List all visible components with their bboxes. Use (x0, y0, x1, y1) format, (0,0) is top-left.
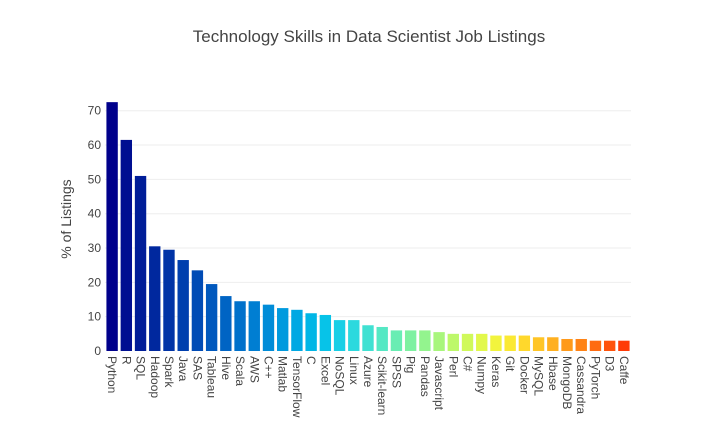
x-tick-label: Hadoop (148, 356, 162, 398)
bar-tableau[interactable] (205, 284, 218, 351)
bar-spark[interactable] (163, 249, 175, 351)
y-tick-labels: 0 10 20 30 40 50 60 70 (88, 104, 102, 358)
bar-pytorch[interactable] (589, 340, 602, 351)
x-tick-label: Linux (347, 356, 361, 385)
x-tick-label: Docker (517, 356, 531, 394)
x-tick-label: Hbase (546, 356, 560, 391)
x-tick-label: Python (105, 356, 119, 393)
y-tick-label: 10 (88, 310, 102, 324)
bar-numpy[interactable] (476, 333, 488, 351)
x-tick-label: R (119, 356, 133, 365)
bar-spss[interactable] (390, 330, 403, 351)
bar-perl[interactable] (447, 333, 459, 351)
x-tick-label: AWS (247, 356, 261, 383)
bar-java[interactable] (177, 260, 189, 351)
x-tick-label: C++ (261, 356, 275, 379)
bar-sql[interactable] (134, 175, 147, 351)
bar-d3[interactable] (603, 340, 616, 351)
bar-aws[interactable] (248, 301, 260, 351)
x-tick-label: C (304, 356, 318, 365)
x-tick-label: Excel (318, 356, 332, 385)
x-tick-label: C# (461, 356, 475, 372)
x-tick-label: SAS (190, 356, 204, 380)
x-tick-label: Cassandra (574, 356, 588, 414)
x-tick-label: Keras (489, 356, 503, 387)
x-tick-label: Azure (361, 356, 375, 388)
x-tick-label: Spark (162, 356, 176, 388)
bar-hbase[interactable] (547, 337, 559, 351)
y-tick-label: 30 (88, 241, 102, 255)
bar-azure[interactable] (362, 325, 374, 351)
x-tick-label: TensorFlow (290, 356, 304, 418)
bar-excel[interactable] (319, 314, 332, 351)
y-tick-label: 50 (88, 172, 102, 186)
bar-matlab[interactable] (277, 308, 289, 351)
bar-scala[interactable] (234, 301, 246, 351)
bar-keras[interactable] (490, 335, 502, 351)
y-tick-label: 40 (88, 207, 102, 221)
x-tick-labels: Python R SQL Hadoop Spark Java SAS Tableau Hive S… (105, 356, 631, 418)
bar-r[interactable] (120, 139, 133, 351)
x-tick-label: SPSS (389, 356, 403, 388)
x-tick-label: MongoDB (560, 356, 574, 409)
bar-pandas[interactable] (419, 330, 431, 351)
x-tick-label: Pig (404, 356, 418, 373)
bar-tensorflow[interactable] (291, 309, 303, 351)
x-tick-label: MySQL (532, 356, 546, 396)
bar-scikit-learn[interactable] (376, 326, 388, 351)
x-tick-label: SQL (134, 356, 148, 380)
y-tick-label: 60 (88, 138, 102, 152)
bars (106, 102, 630, 351)
bar-sas[interactable] (191, 270, 204, 351)
bar-linux[interactable] (348, 320, 360, 351)
x-tick-label: Git (503, 356, 517, 372)
bar-git[interactable] (504, 335, 516, 351)
bar-pig[interactable] (404, 330, 417, 351)
x-tick-label: Matlab (276, 356, 290, 392)
bar-hive[interactable] (220, 296, 232, 351)
x-tick-label: Pandas (418, 356, 432, 397)
bar-python[interactable] (106, 102, 118, 351)
bar-c-[interactable] (262, 304, 275, 351)
bar-c-[interactable] (461, 333, 474, 351)
x-tick-label: D3 (603, 356, 617, 372)
bar-docker[interactable] (518, 335, 531, 351)
bar-nosql[interactable] (333, 320, 346, 351)
x-tick-label: Javascript (432, 356, 446, 411)
chart-title: Technology Skills in Data Scientist Job … (193, 27, 545, 46)
x-tick-label: PyTorch (588, 356, 602, 399)
x-tick-label: Tableau (205, 356, 219, 398)
bar-javascript[interactable] (433, 332, 445, 351)
x-tick-label: Perl (446, 356, 460, 377)
bar-hadoop[interactable] (149, 246, 161, 351)
x-tick-label: Scala (233, 356, 247, 386)
x-tick-label: Numpy (475, 356, 489, 394)
x-tick-label: Hive (219, 356, 233, 380)
x-tick-label: Java (176, 356, 190, 382)
bar-mongodb[interactable] (561, 338, 573, 351)
y-tick-label: 0 (94, 344, 101, 358)
y-tick-label: 70 (88, 104, 102, 118)
x-tick-label: NoSQL (333, 356, 347, 396)
x-tick-label: Caffe (617, 356, 631, 385)
y-axis-title: % of Listings (58, 179, 74, 258)
bar-cassandra[interactable] (575, 338, 587, 351)
x-tick-label: Scikit-learn (375, 356, 389, 415)
y-tick-label: 20 (88, 275, 102, 289)
bar-c[interactable] (305, 313, 317, 351)
bar-caffe[interactable] (618, 340, 630, 351)
bar-mysql[interactable] (532, 337, 545, 351)
